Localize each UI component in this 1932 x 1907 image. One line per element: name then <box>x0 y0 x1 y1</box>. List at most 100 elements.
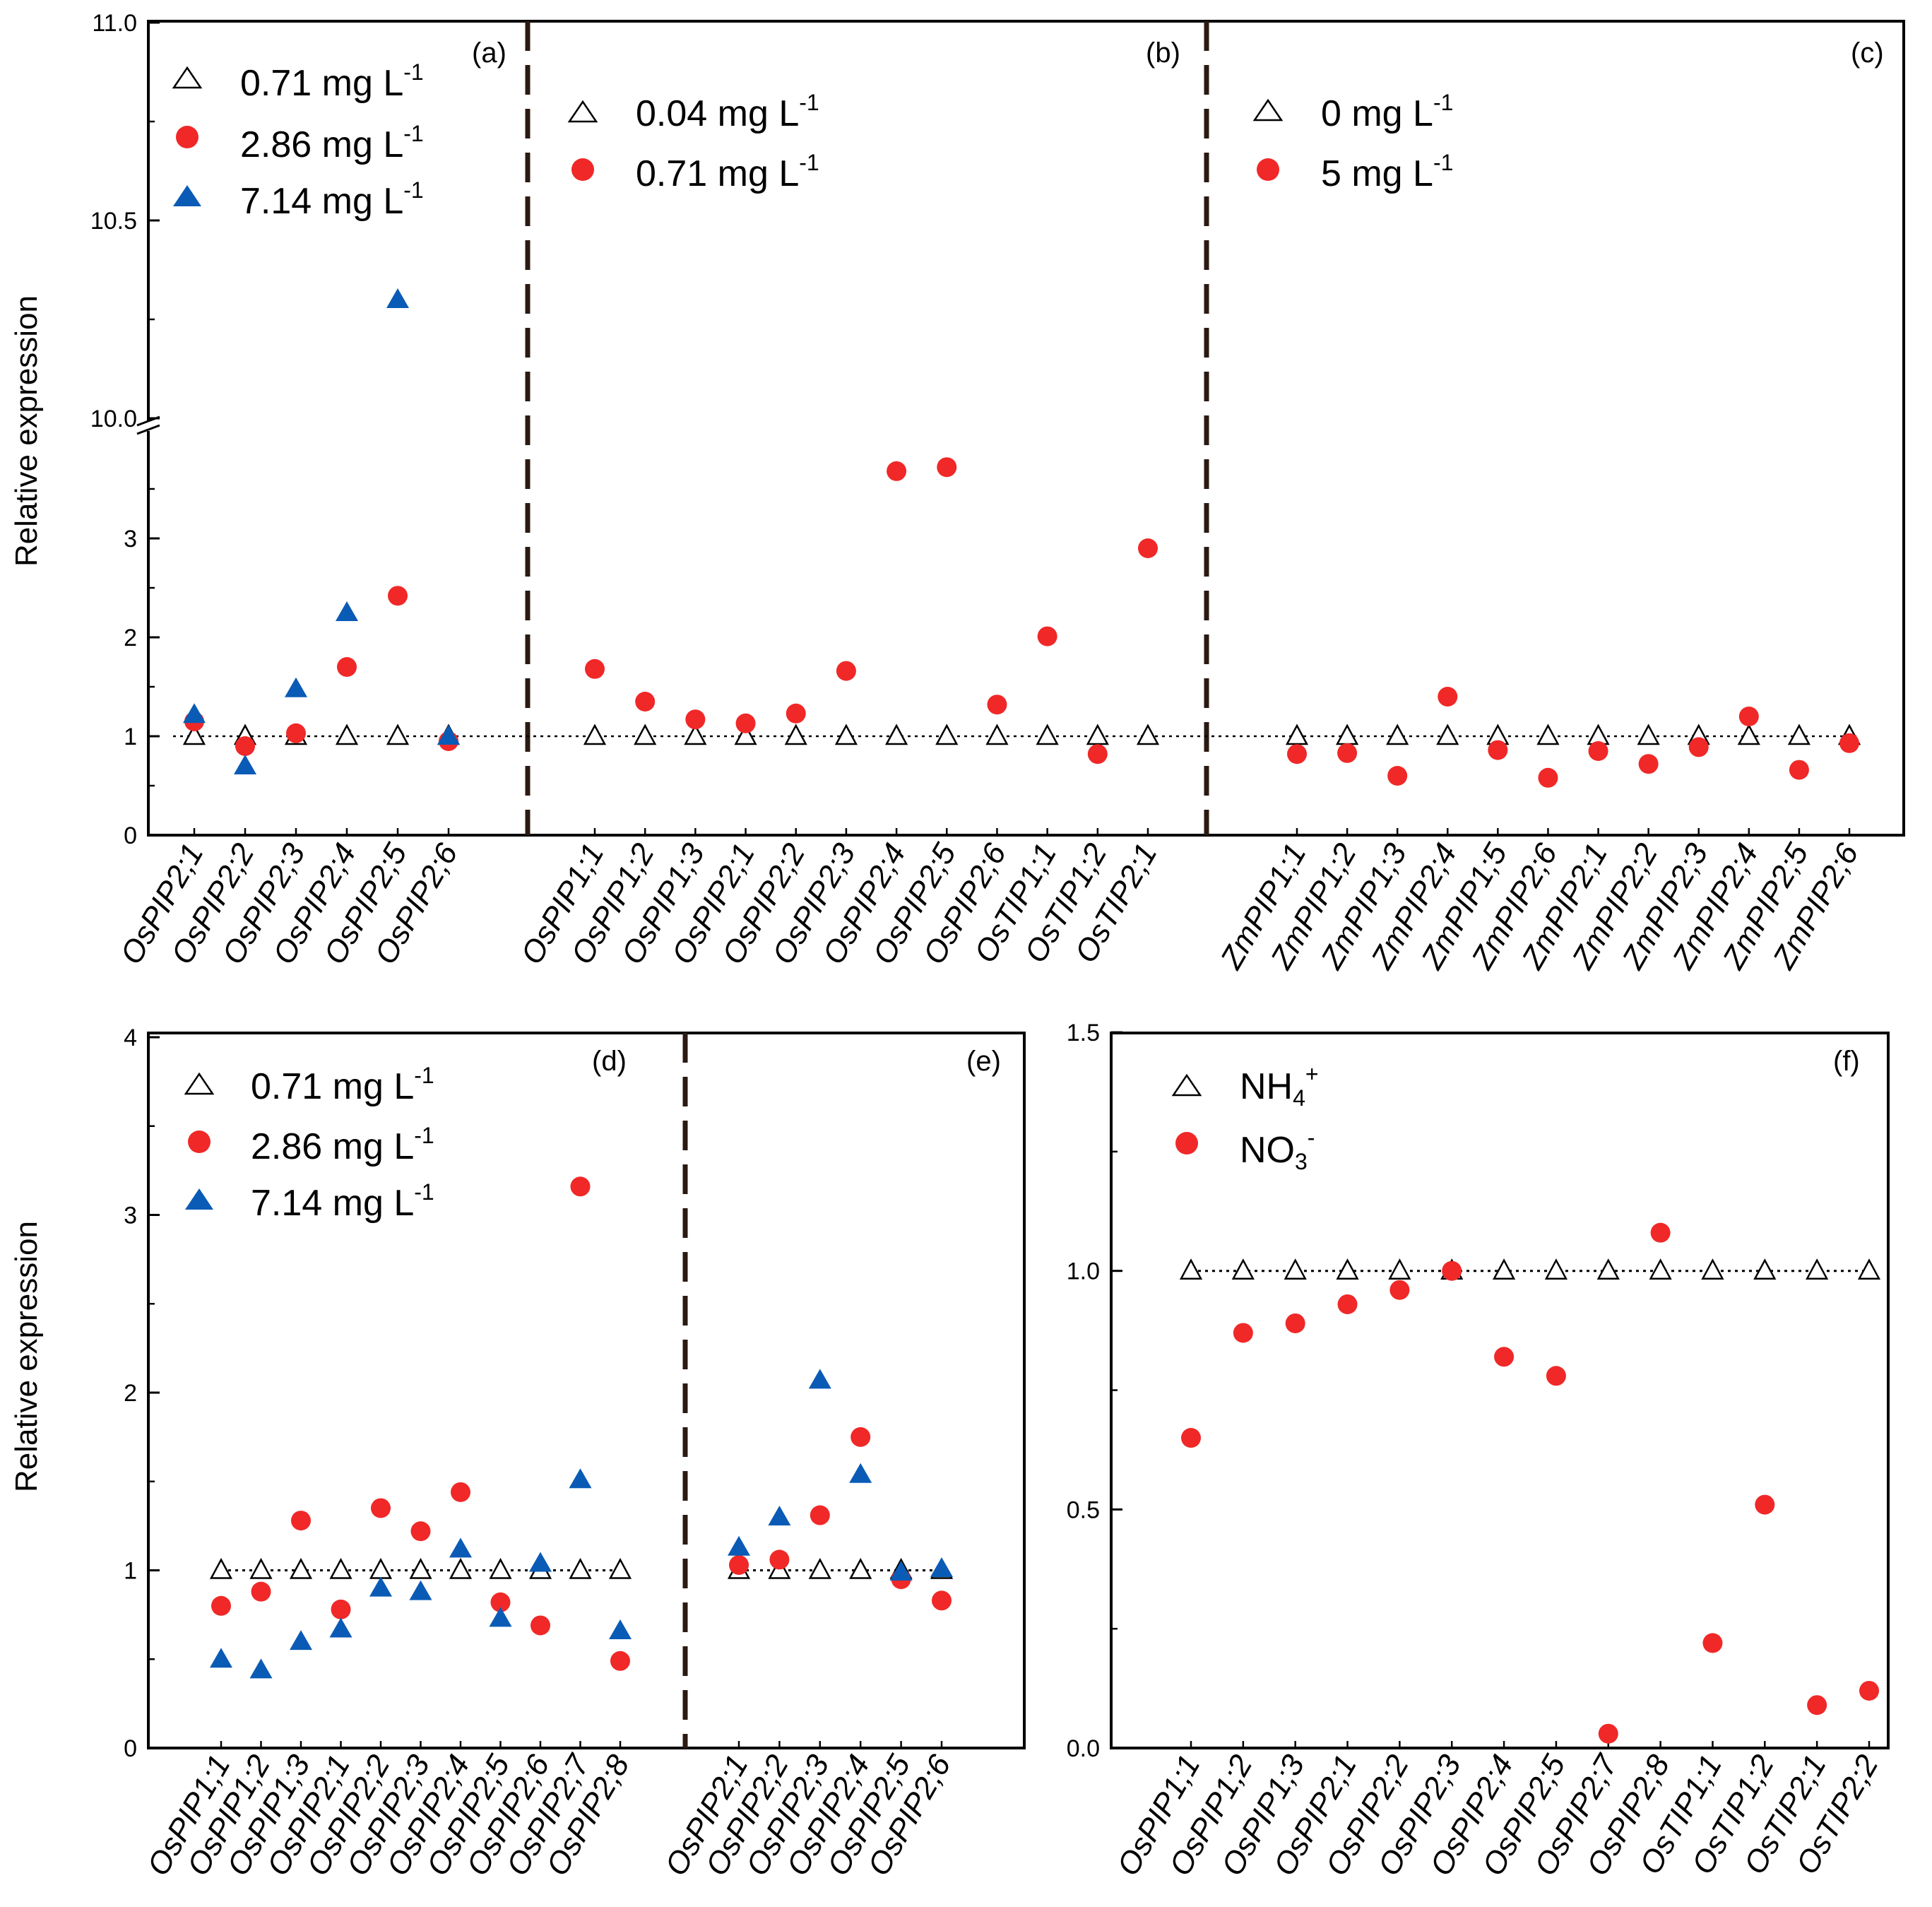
data-point-red-circle <box>769 1549 790 1570</box>
y-tick-label: 10.5 <box>90 208 137 235</box>
legend-b: 0.04 mg L-1 0.71 mg L-1 <box>567 90 819 194</box>
data-point-red-circle <box>388 586 408 606</box>
top-y-axis-title: Relative expression <box>9 295 44 567</box>
data-point-open-triangle <box>808 1557 831 1579</box>
data-point-red-circle <box>211 1595 231 1616</box>
legend-d-label-2: 2.86 mg L-1 <box>251 1123 434 1167</box>
data-point-red-circle <box>937 457 957 478</box>
data-point-red-circle <box>1638 754 1659 774</box>
legend-d: 0.71 mg L-1 2.86 mg L-1 7.14 mg L-1 <box>184 1063 434 1224</box>
y-tick-label: 2 <box>124 625 137 651</box>
panel-tag-e: (e) <box>966 1046 1001 1077</box>
data-point-red-circle <box>1285 1313 1305 1333</box>
data-point-red-circle <box>610 1651 630 1671</box>
data-point-red-circle <box>786 703 806 724</box>
data-point-open-triangle <box>1737 724 1760 745</box>
data-point-blue-triangle <box>409 1580 432 1600</box>
data-point-red-circle <box>1488 740 1508 760</box>
data-point-blue-triangle <box>336 601 358 621</box>
data-point-red-circle <box>1702 1633 1723 1653</box>
data-point-open-triangle <box>1787 724 1811 745</box>
data-point-open-triangle <box>409 1557 432 1579</box>
legend-d-blue-triangle-marker <box>185 1188 213 1210</box>
data-point-red-circle <box>1738 707 1759 726</box>
data-point-open-triangle <box>634 724 657 745</box>
legend-c-open-triangle-marker <box>1252 98 1284 122</box>
data-point-red-circle <box>1598 1723 1618 1744</box>
data-point-open-triangle <box>884 724 908 745</box>
data-point-red-circle <box>1287 744 1307 764</box>
y-tick-label: 0.0 <box>1067 1735 1100 1762</box>
data-point-red-circle <box>1337 1294 1358 1314</box>
data-point-open-triangle <box>1136 724 1160 745</box>
data-point-blue-triangle <box>249 1658 273 1679</box>
data-point-red-circle <box>1442 1260 1462 1281</box>
data-point-open-triangle <box>569 1557 592 1579</box>
legend-f-label-1: NH4+ <box>1240 1061 1319 1111</box>
y-tick-label: 4 <box>124 1025 137 1051</box>
data-point-open-triangle <box>1336 1258 1359 1280</box>
y-tick-label: 1 <box>124 1558 137 1585</box>
data-point-blue-triangle <box>285 677 307 697</box>
legend-d-open-triangle-marker <box>184 1072 215 1095</box>
legend-c-label-2: 5 mg L-1 <box>1321 150 1453 194</box>
data-point-red-circle <box>1588 741 1608 761</box>
legend-c-red-circle-marker <box>1257 158 1279 181</box>
data-point-red-circle <box>331 1599 351 1619</box>
data-point-open-triangle <box>608 1557 632 1579</box>
data-point-open-triangle <box>1284 1258 1307 1280</box>
data-point-red-circle <box>1839 733 1859 753</box>
y-tick-label: 0.5 <box>1067 1496 1100 1523</box>
y-tick-label: 10.0 <box>90 406 137 432</box>
data-point-blue-triangle <box>808 1369 831 1389</box>
data-point-red-circle <box>531 1615 550 1636</box>
data-point-red-circle <box>451 1482 470 1502</box>
data-point-red-circle <box>1337 743 1358 763</box>
data-point-red-circle <box>987 695 1007 715</box>
data-point-blue-triangle <box>290 1630 312 1651</box>
data-point-open-triangle <box>209 1557 233 1579</box>
data-point-open-triangle <box>734 724 757 745</box>
bottom-right-plot-frame <box>1110 1032 1890 1749</box>
panel-tag-a: (a) <box>472 37 506 69</box>
y-tick-label: 1 <box>124 724 137 750</box>
data-point-open-triangle <box>1536 724 1560 745</box>
data-point-red-circle <box>337 657 357 677</box>
data-point-red-circle <box>1789 760 1809 780</box>
y-tick-label: 1.5 <box>1067 1020 1100 1046</box>
legend-a-label-3: 7.14 mg L-1 <box>240 177 424 222</box>
legend-a-label-2: 2.86 mg L-1 <box>240 121 424 165</box>
data-point-red-circle <box>235 736 255 756</box>
data-point-blue-triangle <box>210 1648 232 1668</box>
panel-tag-b: (b) <box>1146 37 1180 69</box>
data-point-red-circle <box>1650 1222 1671 1243</box>
data-point-red-circle <box>735 713 756 733</box>
data-point-red-circle <box>729 1554 749 1575</box>
data-point-red-circle <box>887 461 907 481</box>
data-point-blue-triangle <box>930 1557 953 1577</box>
data-point-open-triangle <box>1231 1258 1255 1280</box>
data-point-red-circle <box>371 1498 391 1518</box>
data-point-open-triangle <box>1637 724 1660 745</box>
data-point-open-triangle <box>784 724 807 745</box>
data-point-open-triangle <box>335 724 359 745</box>
legend-a-blue-triangle-marker <box>173 185 201 206</box>
data-point-open-triangle <box>1335 724 1359 745</box>
data-point-open-triangle <box>369 1557 393 1579</box>
legend-f-label-2: NO3- <box>1240 1125 1315 1174</box>
data-point-blue-triangle <box>329 1617 352 1638</box>
legend-f-open-triangle-marker <box>1171 1073 1202 1097</box>
y-tick-label: 2 <box>124 1380 137 1407</box>
data-point-red-circle <box>1688 737 1709 757</box>
data-point-open-triangle <box>1544 1258 1568 1280</box>
data-point-red-circle <box>1037 626 1057 647</box>
data-point-open-triangle <box>182 724 206 745</box>
data-point-red-circle <box>1233 1323 1253 1343</box>
data-point-red-circle <box>1859 1680 1879 1701</box>
data-point-red-circle <box>851 1427 871 1447</box>
data-point-open-triangle <box>1753 1258 1777 1280</box>
y-tick-label: 11.0 <box>92 10 137 37</box>
data-point-red-circle <box>251 1581 271 1602</box>
data-point-red-circle <box>685 709 706 730</box>
data-point-blue-triangle <box>449 1537 472 1558</box>
